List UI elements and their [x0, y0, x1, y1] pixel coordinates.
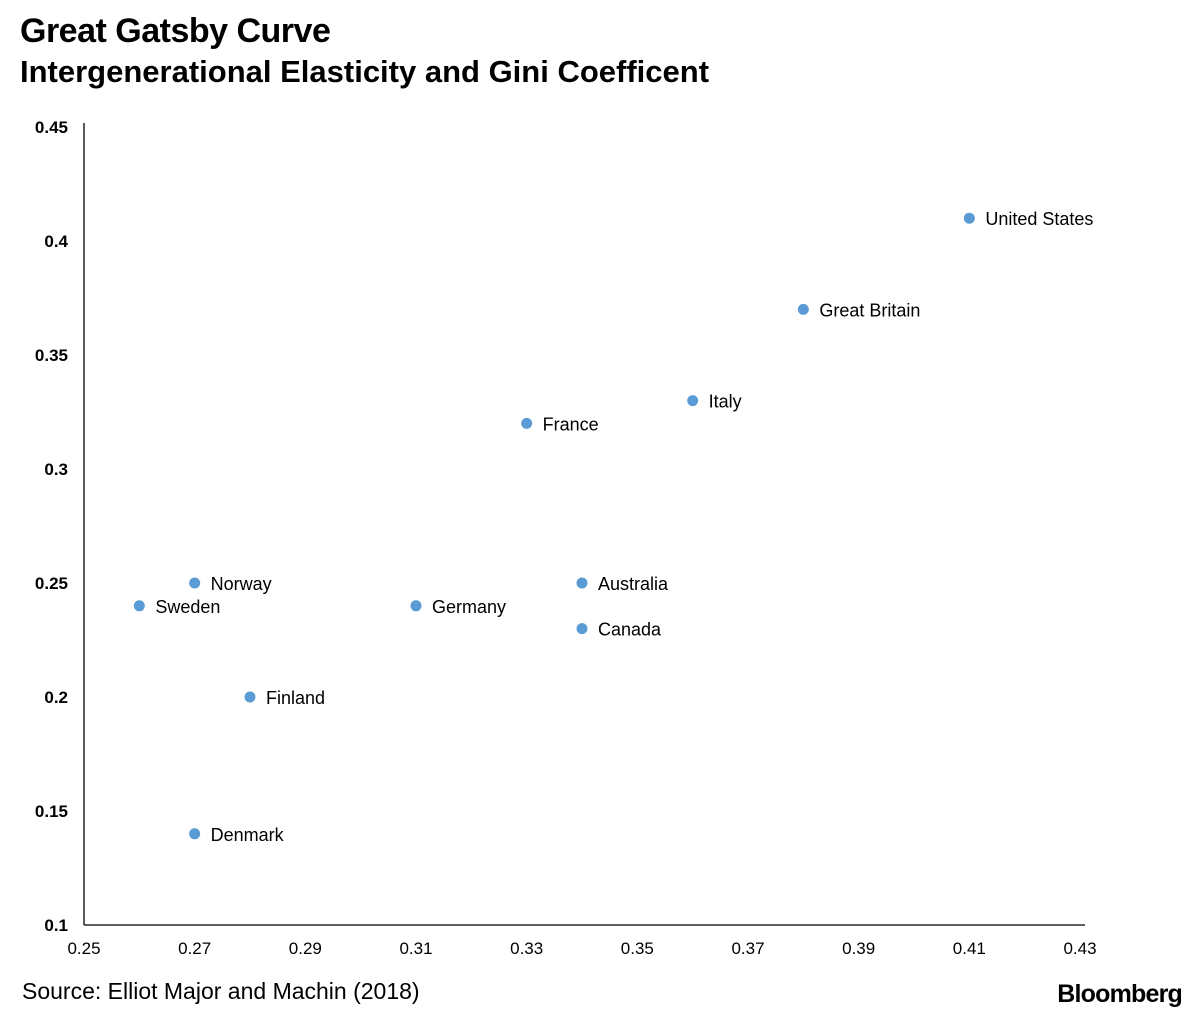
point-label: Italy [709, 392, 742, 412]
x-tick-label: 0.27 [178, 939, 211, 958]
y-tick-label: 0.2 [44, 688, 68, 707]
data-point [133, 600, 145, 612]
point-label: Australia [598, 574, 669, 594]
x-tick-label: 0.33 [510, 939, 543, 958]
scatter-chart: 0.25 0.27 0.29 0.31 0.33 0.35 0.37 0.39 0.41 0.43… [35, 118, 1097, 958]
y-tick-label: 0.3 [44, 460, 68, 479]
x-tick-label: 0.29 [289, 939, 322, 958]
x-tick-label: 0.35 [621, 939, 654, 958]
chart-subtitle: Intergenerational Elasticity and Gini Co… [20, 54, 710, 89]
x-tick-label: 0.31 [399, 939, 432, 958]
point-label: Denmark [211, 825, 285, 845]
point-label: Finland [266, 688, 325, 708]
chart-title: Great Gatsby Curve [20, 12, 331, 50]
data-point [797, 303, 809, 315]
data-point [244, 691, 256, 703]
x-tick-label: 0.39 [842, 939, 875, 958]
data-points: United States Great Britain Italy France Nor… [133, 209, 1093, 845]
point-label: Sweden [155, 597, 220, 617]
data-point [576, 623, 588, 635]
y-tick-label: 0.15 [35, 802, 68, 821]
y-tick-label: 0.35 [35, 346, 68, 365]
y-tick-label: 0.4 [44, 232, 68, 251]
y-tick-label: 0.45 [35, 118, 68, 137]
point-label: Norway [211, 574, 272, 594]
point-label: Germany [432, 597, 506, 617]
point-label: Canada [598, 620, 662, 640]
source-note: Source: Elliot Major and Machin (2018) [22, 978, 420, 1004]
y-tick-label: 0.1 [44, 916, 68, 935]
y-axis-ticks: 0.1 0.15 0.2 0.25 0.3 0.35 0.4 0.45 [35, 118, 69, 935]
data-point [189, 577, 201, 589]
bloomberg-logo: Bloomberg [1057, 980, 1183, 1008]
data-point [189, 828, 201, 840]
x-tick-label: 0.25 [67, 939, 100, 958]
x-axis-ticks: 0.25 0.27 0.29 0.31 0.33 0.35 0.37 0.39 0.41 0.43 [67, 939, 1096, 958]
data-point [963, 212, 975, 224]
data-point [687, 395, 699, 407]
point-label: France [543, 414, 599, 434]
point-label: United States [985, 209, 1093, 229]
x-tick-label: 0.41 [953, 939, 986, 958]
point-label: Great Britain [819, 300, 920, 320]
x-tick-label: 0.37 [731, 939, 764, 958]
y-tick-label: 0.25 [35, 574, 68, 593]
data-point [576, 577, 588, 589]
x-tick-label: 0.43 [1063, 939, 1096, 958]
data-point [410, 600, 422, 612]
chart-axes [83, 123, 1085, 926]
data-point [521, 417, 533, 429]
